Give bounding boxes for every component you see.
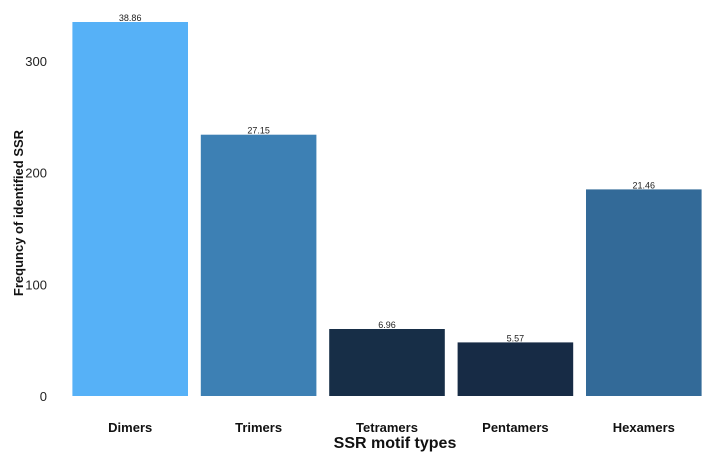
x-tick-label-pentamers: Pentamers <box>482 420 548 435</box>
y-tick-label: 0 <box>40 389 47 404</box>
y-tick-label: 100 <box>25 277 47 292</box>
y-axis-title: Frequncy of identified SSR <box>11 129 26 296</box>
bar-pentamers <box>457 342 574 396</box>
x-tick-label-tetramers: Tetramers <box>356 420 418 435</box>
y-tick-label: 300 <box>25 54 47 69</box>
bars <box>72 22 702 396</box>
data-label-trimers: 27.15 <box>247 126 270 136</box>
data-label-hexamers: 21.46 <box>633 180 656 190</box>
y-axis-ticks: 0 100 200 300 <box>25 54 47 404</box>
x-axis-title: SSR motif types <box>334 435 457 452</box>
data-label-tetramers: 6.96 <box>378 320 396 330</box>
y-tick-label: 200 <box>25 166 47 181</box>
data-labels: 38.86 27.15 6.96 5.57 21.46 <box>119 13 655 343</box>
bar-dimers <box>72 22 188 396</box>
bar-tetramers <box>329 329 445 396</box>
x-tick-label-hexamers: Hexamers <box>613 420 675 435</box>
bar-hexamers <box>586 189 702 396</box>
bar-trimers <box>200 134 317 396</box>
x-axis-category-labels: Dimers Trimers Tetramers Pentamers Hexamers <box>108 420 675 435</box>
x-tick-label-trimers: Trimers <box>235 420 282 435</box>
x-tick-label-dimers: Dimers <box>108 420 152 435</box>
data-label-dimers: 38.86 <box>119 13 142 23</box>
data-label-pentamers: 5.57 <box>507 333 525 343</box>
